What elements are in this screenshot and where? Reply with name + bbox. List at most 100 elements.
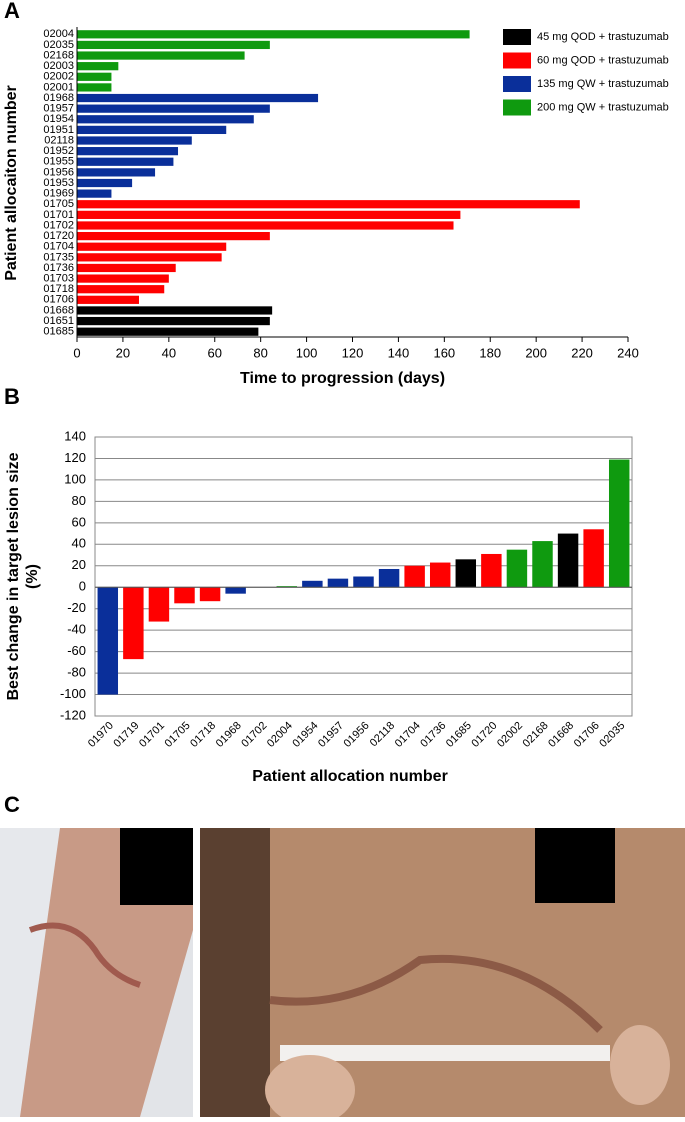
bar <box>77 125 227 135</box>
photo-left <box>0 828 193 1117</box>
y-tick-label: -100 <box>60 686 86 701</box>
bar <box>77 210 461 219</box>
y-tick-label: 0 <box>79 579 86 594</box>
bar <box>455 559 477 588</box>
x-tick-label: 01685 <box>444 720 474 750</box>
legend-label: 60 mg QOD + trastuzumab <box>537 54 669 66</box>
bar <box>97 587 119 695</box>
x-tick-label: 180 <box>479 345 501 360</box>
y-tick-label: 01957 <box>43 103 74 115</box>
bar <box>77 178 133 188</box>
x-tick-label: 80 <box>253 345 267 360</box>
y-tick-label: 60 <box>72 514 86 529</box>
bar <box>77 242 227 251</box>
x-tick-label: 0 <box>73 345 80 360</box>
photo-right <box>200 828 685 1122</box>
y-tick-label: -120 <box>60 707 86 722</box>
bar <box>77 40 270 50</box>
bar <box>77 253 222 262</box>
bar <box>123 587 144 660</box>
y-tick-label: 01736 <box>43 262 74 274</box>
bar <box>77 72 112 81</box>
bar <box>199 587 221 602</box>
x-tick-label: 01705 <box>163 720 193 750</box>
bar <box>77 136 192 145</box>
bar <box>148 587 170 622</box>
y-axis-title: (%) <box>24 564 41 589</box>
bar <box>77 316 270 326</box>
panel-label: C <box>4 792 20 817</box>
bar <box>327 578 349 588</box>
x-tick-label: 01970 <box>86 720 116 750</box>
y-tick-label: -60 <box>67 643 86 658</box>
bar <box>481 553 502 588</box>
y-tick-label: 20 <box>72 557 86 572</box>
bar <box>77 306 273 315</box>
x-tick-label: 01719 <box>111 720 141 750</box>
bar <box>77 147 179 156</box>
legend-label: 45 mg QOD + trastuzumab <box>537 31 669 43</box>
x-tick-label: 01701 <box>137 720 167 750</box>
bar <box>353 576 374 588</box>
panel-label: B <box>4 384 20 409</box>
plot-frame <box>94 436 633 717</box>
bar <box>77 51 245 60</box>
y-tick-label: -40 <box>67 622 86 637</box>
x-tick-label: 240 <box>617 345 639 360</box>
x-tick-label: 01668 <box>546 720 576 750</box>
y-tick-label: 140 <box>64 428 86 443</box>
x-tick-label: 01954 <box>290 720 320 750</box>
legend-swatch <box>503 76 531 92</box>
x-tick-label: 02004 <box>265 720 295 750</box>
y-tick-label: 01956 <box>43 166 74 178</box>
bar <box>583 529 604 588</box>
bar <box>77 274 169 283</box>
y-tick-label: 01969 <box>43 188 74 200</box>
x-tick-label: 220 <box>571 345 593 360</box>
x-axis-title: Patient allocation number <box>252 768 448 785</box>
bar <box>77 189 112 198</box>
panel-label: A <box>4 0 20 23</box>
x-tick-label: 01720 <box>469 720 499 750</box>
x-tick-label: 140 <box>388 345 410 360</box>
y-tick-label: 01718 <box>43 283 74 295</box>
y-tick-label: 02118 <box>44 134 74 146</box>
bar <box>77 231 270 241</box>
y-tick-label: 01955 <box>43 156 74 168</box>
y-tick-label: -20 <box>67 600 86 615</box>
x-tick-label: 01704 <box>393 720 423 750</box>
y-tick-label: 02002 <box>43 71 74 83</box>
bar <box>77 221 454 230</box>
y-tick-label: 01685 <box>43 326 74 338</box>
x-tick-label: 02002 <box>495 720 525 750</box>
y-tick-label: 01668 <box>43 304 74 316</box>
x-tick-label: 01702 <box>239 720 269 750</box>
y-tick-label: 100 <box>64 471 86 486</box>
bar <box>77 115 254 124</box>
y-axis-title: Best change in target lesion size <box>5 452 22 700</box>
y-tick-label: 01735 <box>43 251 74 263</box>
y-tick-label: 120 <box>64 450 86 465</box>
bar <box>77 295 139 304</box>
bar <box>77 30 470 39</box>
bar <box>77 104 270 113</box>
y-tick-label: 01703 <box>43 272 74 284</box>
y-tick-label: 01952 <box>43 145 74 157</box>
legend-swatch <box>503 29 531 45</box>
y-tick-label: 01954 <box>43 113 74 125</box>
bar <box>404 565 425 588</box>
x-tick-label: 40 <box>162 345 176 360</box>
x-tick-label: 01956 <box>342 720 372 750</box>
y-tick-label: 02001 <box>43 81 74 93</box>
bar <box>378 568 400 588</box>
x-tick-label: 100 <box>296 345 318 360</box>
legend-label: 135 mg QW + trastuzumab <box>537 78 669 90</box>
y-tick-label: -80 <box>67 665 86 680</box>
y-axis-title: Patient allocaiton number <box>3 85 20 281</box>
bar <box>77 62 119 71</box>
bar <box>77 200 580 209</box>
x-tick-label: 01718 <box>188 720 218 750</box>
bar <box>174 587 195 604</box>
legend-swatch <box>503 99 531 116</box>
